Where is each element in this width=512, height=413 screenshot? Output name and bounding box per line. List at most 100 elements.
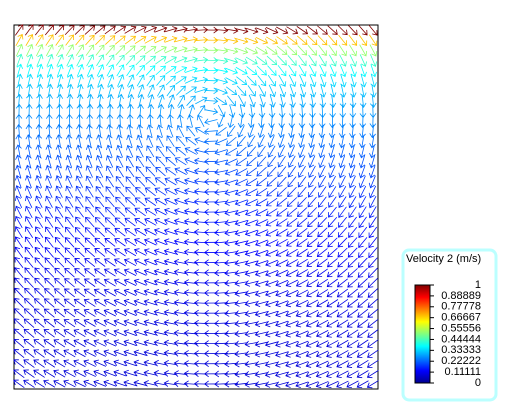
velocity-arrow [95, 35, 105, 46]
velocity-arrow [173, 268, 188, 276]
velocity-arrow [134, 217, 147, 227]
velocity-arrow [104, 248, 116, 257]
velocity-arrow [336, 370, 349, 379]
velocity-arrow [257, 145, 266, 158]
velocity-arrow [136, 134, 144, 148]
velocity-arrow [319, 74, 327, 88]
velocity-arrow [238, 94, 246, 108]
velocity-arrow [258, 84, 266, 97]
velocity-arrow [326, 340, 339, 348]
velocity-arrow [236, 85, 247, 97]
velocity-arrow [25, 43, 34, 57]
velocity-arrow [26, 73, 34, 88]
velocity-arrow [234, 350, 248, 358]
velocity-arrow [23, 379, 35, 388]
velocity-arrow [359, 114, 367, 129]
velocity-arrow [295, 269, 308, 277]
velocity-arrow [94, 268, 106, 277]
velocity-arrow [265, 36, 279, 45]
velocity-arrow [308, 134, 315, 149]
velocity-arrow [153, 278, 167, 286]
velocity-arrow [116, 134, 123, 148]
velocity-arrow [83, 288, 96, 297]
velocity-arrow [224, 239, 238, 247]
velocity-arrow [234, 290, 248, 297]
velocity-arrow [56, 83, 64, 98]
velocity-arrow [309, 94, 317, 108]
velocity-arrow [85, 175, 94, 188]
velocity-arrow [24, 236, 34, 248]
velocity-arrow [237, 114, 245, 129]
velocity-arrow [84, 25, 96, 35]
velocity-arrow [43, 339, 55, 348]
velocity-arrow [104, 258, 116, 267]
velocity-arrow [277, 65, 287, 77]
velocity-arrow [336, 329, 349, 338]
velocity-arrow [24, 205, 33, 218]
velocity-arrow [143, 329, 157, 336]
velocity-arrow [348, 175, 356, 189]
velocity-arrow [56, 63, 64, 77]
velocity-arrow [126, 134, 133, 148]
velocity-arrow [339, 54, 347, 67]
velocity-arrow [244, 320, 259, 328]
velocity-arrow [275, 320, 289, 328]
velocity-arrow [175, 146, 187, 156]
velocity-arrow [234, 188, 248, 196]
velocity-arrow [84, 278, 96, 287]
velocity-arrow [347, 288, 359, 298]
velocity-arrow [174, 46, 188, 53]
velocity-arrow [297, 45, 308, 56]
velocity-arrow [83, 379, 96, 387]
velocity-arrow [145, 166, 156, 177]
velocity-arrow [358, 226, 368, 238]
velocity-arrow [104, 237, 116, 247]
velocity-arrow [134, 238, 147, 246]
velocity-arrow [347, 298, 359, 308]
velocity-arrow [163, 380, 178, 387]
velocity-arrow [277, 176, 287, 187]
velocity-arrow [296, 248, 308, 257]
velocity-arrow [175, 76, 187, 85]
velocity-arrow [137, 84, 145, 97]
velocity-arrow [288, 134, 295, 149]
velocity-arrow [173, 248, 188, 256]
velocity-arrow [330, 74, 337, 88]
velocity-arrow [95, 196, 105, 208]
velocity-arrow [43, 298, 55, 308]
velocity-arrow [65, 175, 73, 188]
velocity-arrow [55, 175, 63, 188]
velocity-arrow [25, 185, 33, 198]
velocity-arrow [83, 359, 96, 367]
velocity-arrow [185, 136, 197, 146]
velocity-arrow [153, 258, 167, 266]
velocity-arrow [348, 196, 357, 209]
velocity-arrow [358, 24, 368, 36]
velocity-arrow [359, 54, 367, 67]
velocity-arrow [114, 25, 127, 35]
velocity-arrow [185, 86, 197, 95]
velocity-arrow [349, 124, 356, 139]
velocity-arrow [74, 226, 85, 238]
velocity-arrow [356, 380, 369, 389]
velocity-arrow [64, 278, 75, 288]
velocity-arrow [26, 63, 34, 77]
velocity-arrow [214, 178, 228, 186]
velocity-arrow [34, 226, 44, 238]
velocity-arrow [114, 227, 126, 237]
velocity-arrow [347, 237, 358, 248]
velocity-arrow [114, 35, 126, 45]
velocity-arrow [247, 124, 255, 138]
velocity-arrow [305, 360, 319, 368]
velocity-arrow [63, 288, 75, 298]
velocity-arrow [123, 319, 137, 326]
vector-field [13, 24, 379, 389]
velocity-arrow [359, 124, 366, 139]
velocity-arrow [86, 134, 93, 148]
velocity-arrow [275, 351, 289, 358]
velocity-arrow [254, 290, 269, 297]
velocity-arrow [295, 381, 309, 388]
velocity-arrow [295, 320, 309, 328]
velocity-arrow [224, 320, 238, 327]
velocity-arrow [83, 369, 96, 377]
